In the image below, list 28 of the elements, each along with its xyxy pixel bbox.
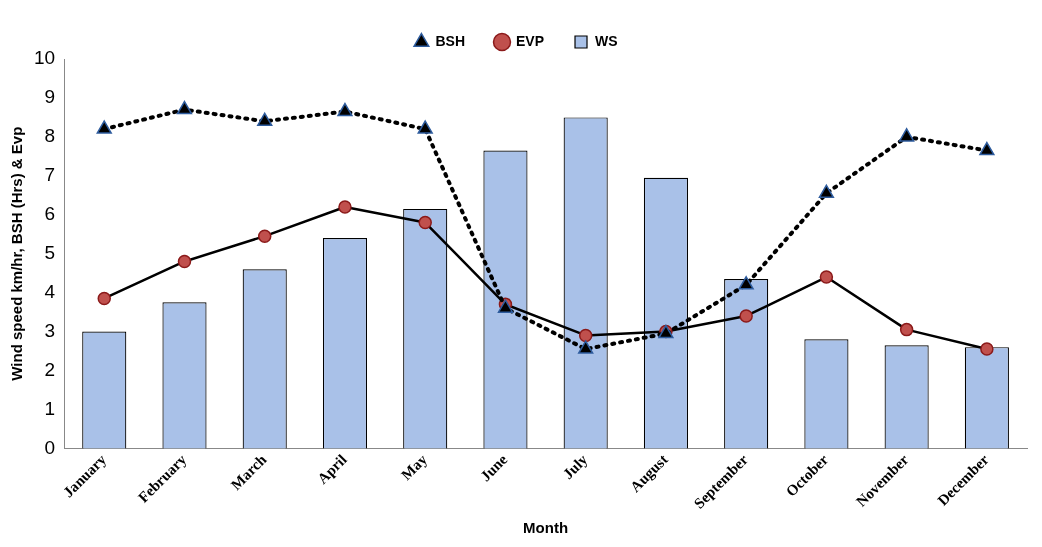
point bbox=[96, 120, 112, 134]
y-tick-label: 10 bbox=[33, 47, 56, 69]
y-tick-label: 7 bbox=[44, 164, 56, 186]
point bbox=[818, 184, 835, 199]
point bbox=[979, 141, 995, 156]
y-tick-label: 1 bbox=[44, 397, 56, 419]
y-tick-label: 6 bbox=[44, 202, 56, 224]
point bbox=[176, 100, 193, 115]
point bbox=[738, 276, 754, 290]
x-axis-title: Month bbox=[523, 519, 569, 537]
point bbox=[578, 340, 594, 354]
y-tick-label: 4 bbox=[44, 280, 56, 302]
y-tick-label: 9 bbox=[44, 86, 56, 108]
legend-label: WS bbox=[595, 32, 618, 49]
x-tick-label: July bbox=[559, 450, 591, 483]
point bbox=[257, 112, 273, 127]
point bbox=[337, 102, 353, 117]
y-tick-label: 2 bbox=[44, 358, 56, 380]
y-tick-label: 0 bbox=[44, 436, 56, 458]
y-tick-label: 8 bbox=[44, 125, 56, 147]
y-tick-label: 5 bbox=[44, 241, 56, 263]
point bbox=[417, 120, 433, 134]
y-tick-label: 3 bbox=[44, 319, 56, 341]
point bbox=[898, 128, 915, 142]
legend-label: EVP bbox=[516, 32, 545, 49]
legend-label: BSH bbox=[435, 32, 465, 49]
x-tick-label: May bbox=[398, 450, 431, 484]
y-axis-title: Wind speed km/hr, BSH (Hrs) & Evp bbox=[8, 126, 26, 381]
